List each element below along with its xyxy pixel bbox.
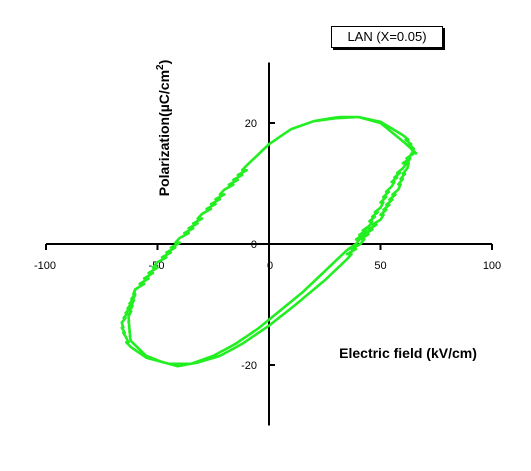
hysteresis-loop-line (120, 115, 418, 368)
x-tick-label: -100 (34, 260, 56, 272)
legend: LAN (X=0.05) (331, 26, 443, 48)
y-axis-title-superscript: 2 (155, 64, 166, 70)
y-axis-title-close: ) (156, 60, 172, 65)
y-axis-title: Polarization(µC/cm2) (155, 60, 172, 197)
y-tick-label: -20 (241, 360, 257, 372)
x-tick-label: 50 (374, 260, 386, 272)
x-tick-label: 100 (483, 260, 501, 272)
y-axis-title-main: Polarization(µC/cm (156, 70, 172, 196)
x-tick-label: -50 (149, 260, 165, 272)
axis-ticks: -100 -50 0 50 100 -20 0 20 (34, 118, 501, 372)
x-tick-label: 0 (267, 260, 273, 272)
y-tick-label: 0 (251, 239, 257, 251)
y-tick-label: 20 (245, 118, 257, 130)
x-axis-title: Electric field (kV/cm) (339, 345, 477, 361)
